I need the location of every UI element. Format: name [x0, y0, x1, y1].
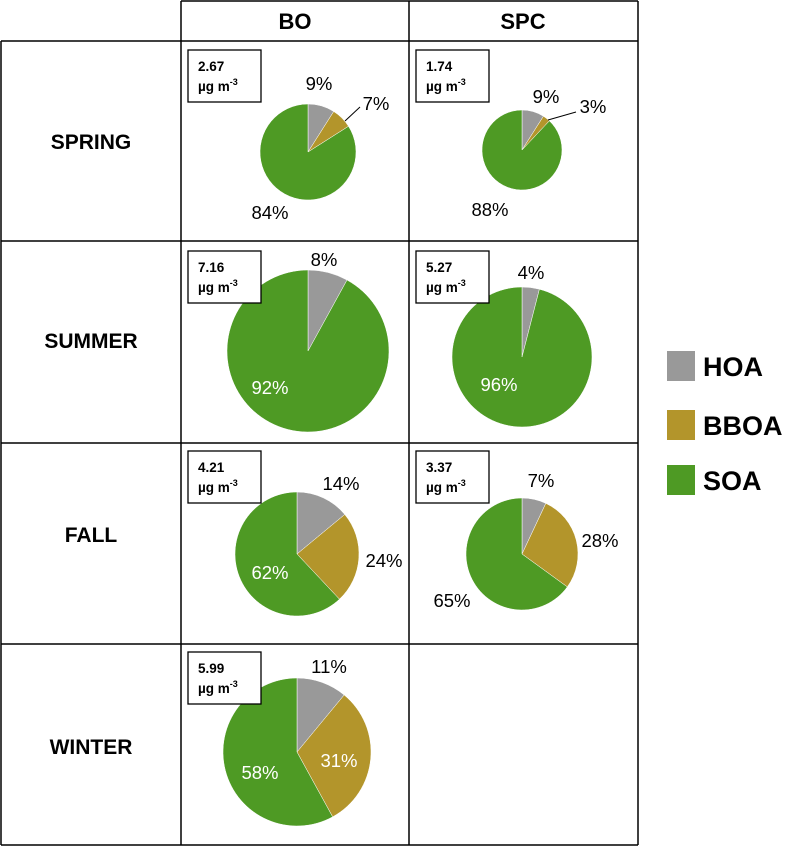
concentration-box-spring-bo — [187, 49, 262, 103]
pie-spring-bo: 2.67 µg m-3 9% 7% 84% — [187, 49, 390, 223]
pct-label-summer-spc-hoa: 4% — [518, 262, 545, 283]
row-header-fall: FALL — [65, 524, 118, 547]
pie-slice-fall-bo-bboa — [296, 514, 360, 600]
pie-fall-bo: 4.21 µg m-3 14% 24% 62% — [187, 450, 403, 617]
pie-slice-fall-bo-hoa — [296, 491, 346, 555]
concentration-box-winter-bo — [187, 651, 262, 705]
pie-slice-winter-bo-bboa — [296, 694, 372, 818]
concentration-value-spring-spc: 1.74 — [426, 59, 453, 74]
concentration-unit-fall-bo: µg m-3 — [198, 478, 238, 495]
leader-line-spring-bo-bboa — [344, 106, 361, 122]
legend-label-hoa: HOA — [703, 352, 763, 382]
pct-label-fall-bo-hoa: 14% — [322, 473, 359, 494]
concentration-value-fall-spc: 3.37 — [426, 460, 452, 475]
pie-slice-spring-bo-soa — [259, 103, 357, 201]
legend-swatch-hoa — [667, 351, 695, 381]
concentration-value-summer-bo: 7.16 — [198, 260, 225, 275]
pie-slice-fall-bo-soa — [234, 491, 340, 617]
concentration-unit-fall-spc: µg m-3 — [426, 478, 466, 495]
concentration-box-fall-spc — [415, 450, 490, 504]
pct-label-fall-bo-bboa: 24% — [365, 550, 402, 571]
pct-label-spring-spc-bboa: 3% — [580, 96, 607, 117]
pct-label-spring-spc-hoa: 9% — [533, 86, 560, 107]
pie-summer-spc: 5.27 µg m-3 4% 96% — [415, 250, 593, 428]
pct-label-spring-bo-soa: 84% — [251, 202, 288, 223]
pie-spring-spc: 1.74 µg m-3 9% 3% 88% — [415, 49, 607, 220]
legend-swatch-bboa — [667, 410, 695, 440]
legend-swatch-soa — [667, 465, 695, 495]
concentration-unit-spring-bo: µg m-3 — [198, 77, 238, 94]
pct-label-spring-bo-hoa: 9% — [306, 73, 333, 94]
concentration-unit-spring-spc: µg m-3 — [426, 77, 466, 94]
pie-summer-bo: 7.16 µg m-3 8% 92% — [187, 249, 390, 433]
concentration-unit-winter-bo: µg m-3 — [198, 679, 238, 696]
pie-slice-winter-bo-soa — [222, 677, 333, 827]
pct-label-summer-bo-soa: 92% — [251, 377, 288, 398]
pct-label-winter-bo-bboa: 31% — [320, 750, 357, 771]
pct-label-spring-spc-soa: 88% — [471, 199, 508, 220]
concentration-unit-summer-bo: µg m-3 — [198, 278, 238, 295]
pie-fall-spc: 3.37 µg m-3 7% 28% 65% — [415, 450, 619, 611]
pct-label-winter-bo-hoa: 11% — [311, 656, 347, 677]
concentration-value-spring-bo: 2.67 — [198, 59, 224, 74]
concentration-value-summer-spc: 5.27 — [426, 260, 452, 275]
pct-label-fall-spc-hoa: 7% — [528, 470, 555, 491]
pie-slice-fall-spc-bboa — [521, 502, 579, 588]
concentration-box-summer-bo — [187, 250, 262, 304]
legend-label-soa: SOA — [703, 466, 762, 496]
column-header-spc: SPC — [500, 9, 545, 34]
pct-label-spring-bo-bboa: 7% — [363, 93, 390, 114]
row-header-spring: SPRING — [51, 131, 132, 154]
concentration-box-fall-bo — [187, 450, 262, 504]
pie-charts: 2.67 µg m-3 9% 7% 84% 1.74 µg m-3 9% 3% 88% 7.16 µg… — [187, 49, 619, 827]
pie-slice-fall-spc-soa — [465, 497, 568, 611]
concentration-value-winter-bo: 5.99 — [198, 661, 224, 676]
pie-slice-spring-spc-soa — [481, 109, 563, 191]
pie-winter-bo: 5.99 µg m-3 11% 31% 58% — [187, 651, 372, 827]
column-header-bo: BO — [279, 9, 312, 34]
pct-label-summer-spc-soa: 96% — [480, 374, 517, 395]
pct-label-fall-spc-soa: 65% — [433, 590, 470, 611]
pie-slice-summer-spc-soa — [451, 286, 593, 428]
table-grid — [0, 0, 639, 846]
pct-label-fall-bo-soa: 62% — [251, 562, 288, 583]
pct-label-summer-bo-hoa: 8% — [311, 249, 338, 270]
concentration-unit-summer-spc: µg m-3 — [426, 278, 466, 295]
concentration-value-fall-bo: 4.21 — [198, 460, 225, 475]
legend: HOA BBOA SOA — [667, 351, 783, 496]
concentration-box-spring-spc — [415, 49, 490, 103]
concentration-box-summer-spc — [415, 250, 490, 304]
row-header-winter: WINTER — [50, 736, 133, 759]
legend-label-bboa: BBOA — [703, 411, 783, 441]
leader-line-spring-spc-bboa — [547, 111, 577, 121]
row-header-summer: SUMMER — [44, 330, 137, 353]
pct-label-fall-spc-bboa: 28% — [581, 530, 618, 551]
pct-label-winter-bo-soa: 58% — [241, 762, 278, 783]
